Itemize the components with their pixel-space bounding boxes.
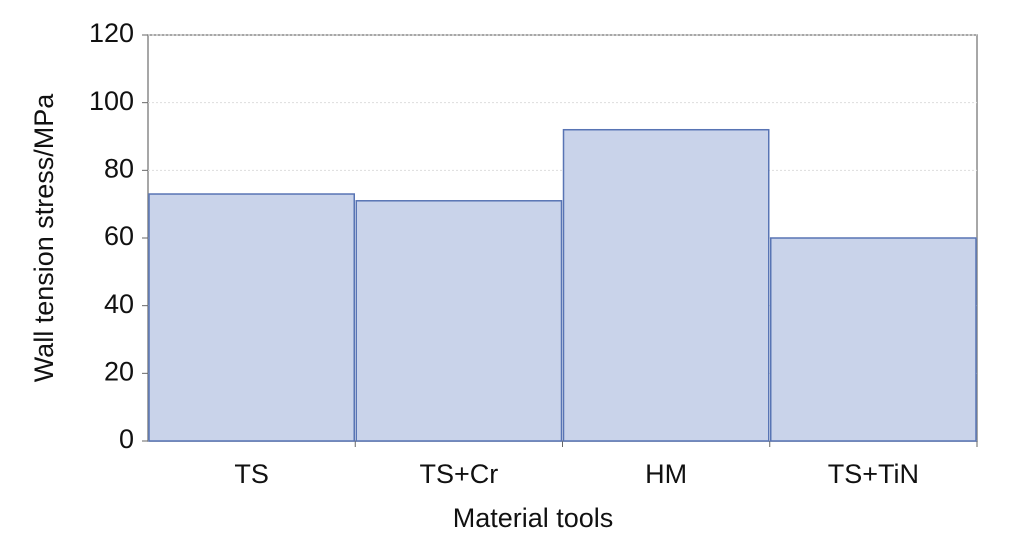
y-tick-label: 0: [119, 424, 134, 454]
x-tick-label: HM: [645, 459, 687, 489]
y-tick-label: 100: [89, 86, 134, 116]
y-tick-label: 60: [104, 221, 134, 251]
x-tick-label: TS: [234, 459, 269, 489]
bar: [770, 237, 977, 442]
bar: [148, 193, 355, 442]
bar: [355, 200, 563, 442]
y-tick-label: 120: [89, 18, 134, 48]
x-axis-label: Material tools: [453, 503, 614, 533]
y-tick-label: 20: [104, 356, 134, 386]
bar: [562, 128, 770, 442]
y-tick-label: 40: [104, 289, 134, 319]
y-tick-label: 80: [104, 153, 134, 183]
x-tick-label: TS+Cr: [419, 459, 498, 489]
x-tick-label: TS+TiN: [828, 459, 919, 489]
y-axis-label: Wall tension stress/MPa: [29, 93, 59, 383]
